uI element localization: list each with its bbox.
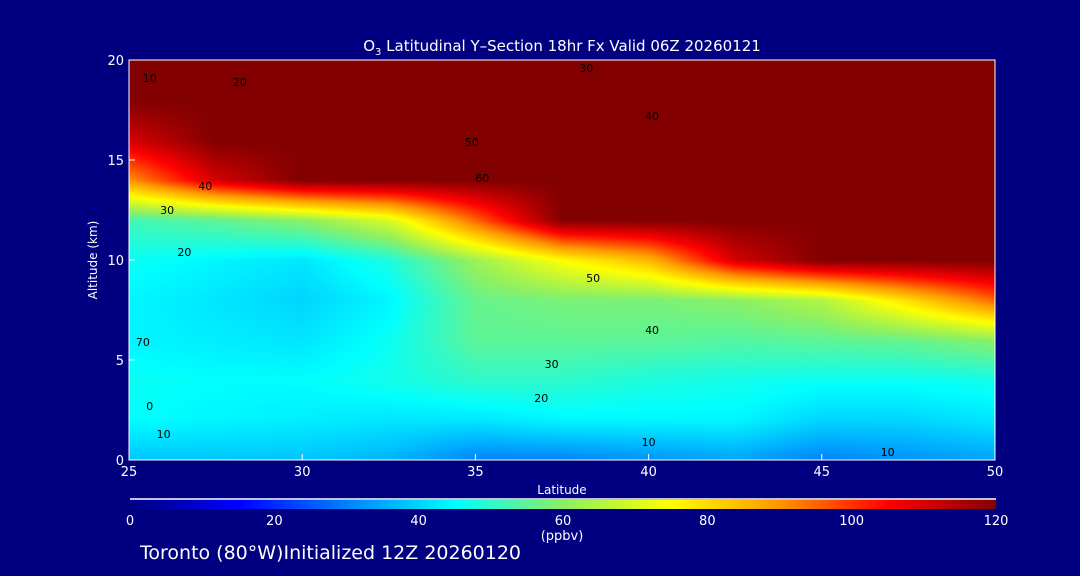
colorbar-label: (ppbv) xyxy=(541,529,584,544)
y-tick-label: 5 xyxy=(116,354,124,369)
x-tick-label: 50 xyxy=(987,465,1004,480)
y-axis-label: Altitude (km) xyxy=(86,221,100,300)
x-tick-label: 25 xyxy=(121,465,138,480)
colorbar-tick-label: 40 xyxy=(410,514,427,529)
colorbar-tick-label: 20 xyxy=(266,514,283,529)
contour-label: 10 xyxy=(143,72,157,85)
y-tick-label: 10 xyxy=(107,254,124,269)
footer-text: Toronto (80°W)Initialized 12Z 20260120 xyxy=(140,542,522,564)
y-tick-label: 20 xyxy=(107,54,124,69)
contour-label: 30 xyxy=(545,358,559,371)
contour-label: 40 xyxy=(645,324,659,337)
y-tick-label: 15 xyxy=(107,154,124,169)
contour-label: 40 xyxy=(198,180,212,193)
x-tick-label: 45 xyxy=(814,465,831,480)
contour-label: 60 xyxy=(475,172,489,185)
chart-title: O3 Latitudinal Y–Section 18hr Fx Valid 0… xyxy=(363,37,761,58)
y-tick-label: 0 xyxy=(116,454,124,469)
contour-label: 50 xyxy=(586,272,600,285)
contour-label: 40 xyxy=(645,110,659,123)
colorbar-tick-label: 80 xyxy=(699,514,716,529)
x-axis-label: Latitude xyxy=(537,483,586,497)
contour-label: 0 xyxy=(146,400,153,413)
colorbar xyxy=(130,500,996,509)
contour-label: 10 xyxy=(157,428,171,441)
contour-label: 30 xyxy=(160,204,174,217)
colorbar-tick-label: 100 xyxy=(839,514,864,529)
contour-label: 70 xyxy=(136,336,150,349)
contour-label: 20 xyxy=(534,392,548,405)
contour-label: 30 xyxy=(579,62,593,75)
x-tick-label: 30 xyxy=(294,465,311,480)
ozone-heatmap xyxy=(129,60,995,460)
x-tick-label: 40 xyxy=(640,465,657,480)
contour-label: 10 xyxy=(881,446,895,459)
contour-label: 50 xyxy=(465,136,479,149)
colorbar-tick-label: 60 xyxy=(555,514,572,529)
x-tick-label: 35 xyxy=(467,465,484,480)
colorbar-tick-label: 120 xyxy=(984,514,1009,529)
contour-label: 10 xyxy=(642,436,656,449)
contour-label: 20 xyxy=(177,246,191,259)
contour-label: 20 xyxy=(233,76,247,89)
plot-frame xyxy=(128,59,996,461)
colorbar-tick-label: 0 xyxy=(126,514,134,529)
